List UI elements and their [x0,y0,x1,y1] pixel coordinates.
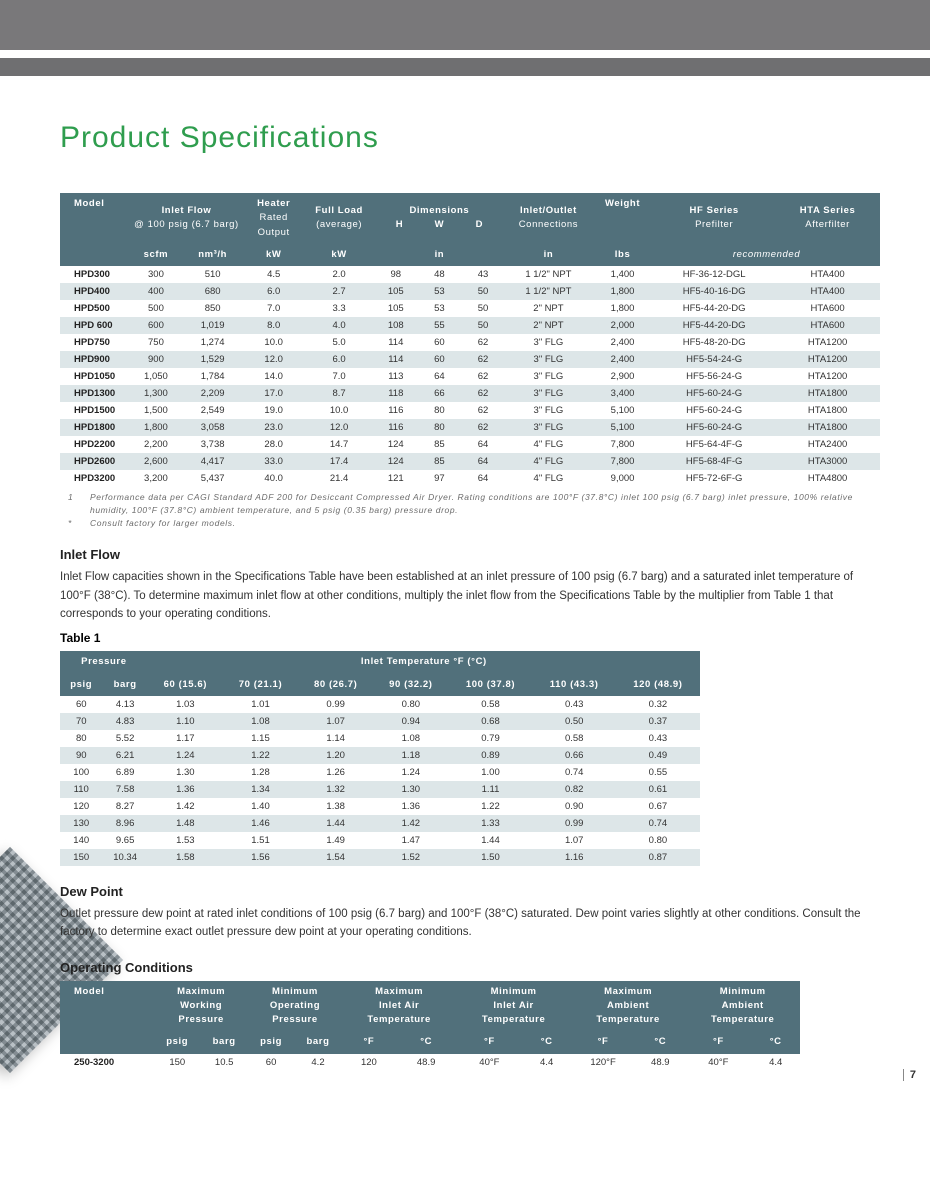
th-inlet-flow: Inlet Flow@ 100 psig (6.7 barg) [130,193,243,244]
table-row: HPD9009001,52912.06.011460623" FLG2,400H… [60,351,880,368]
th-hta: HTA SeriesAfterfilter [775,193,880,244]
th-dimensions: Dimensions HWD [374,193,505,244]
th-hf: HF SeriesPrefilter [653,193,775,244]
table-row: HPD26002,6004,41733.017.412485644" FLG7,… [60,453,880,470]
th-full-load: Full Load(average) [304,193,374,244]
table-row: 1006.891.301.281.261.241.000.740.55 [60,764,700,781]
spec-table: Model Inlet Flow@ 100 psig (6.7 barg) He… [60,193,880,487]
th-heater: HeaterRated Output [243,193,304,244]
table-row: HPD7507501,27410.05.011460623" FLG2,400H… [60,334,880,351]
th-model: Model [60,193,130,266]
table-row: 1409.651.531.511.491.471.441.070.80 [60,832,700,849]
th-connections: Inlet/OutletConnections [505,193,592,244]
table-row: HPD 6006001,0198.04.010855502" NPT2,000H… [60,317,880,334]
inlet-flow-heading: Inlet Flow [60,547,880,562]
table-row: HPD4004006806.02.710553501 1/2" NPT1,800… [60,283,880,300]
table-row: 604.131.031.010.990.800.580.430.32 [60,696,700,713]
table-row: 15010.341.581.561.541.521.501.160.87 [60,849,700,866]
table-row: HPD5005008507.03.310553502" NPT1,800HF5-… [60,300,880,317]
table-row: 1107.581.361.341.321.301.110.820.61 [60,781,700,798]
operating-table: Model Maximum Working Pressure Minimum O… [60,981,800,1071]
footnotes: 1Performance data per CAGI Standard ADF … [60,491,880,529]
table-row: 1208.271.421.401.381.361.220.900.67 [60,798,700,815]
table-row: 906.211.241.221.201.180.890.660.49 [60,747,700,764]
table1: Pressure Inlet Temperature °F (°C) psig … [60,651,700,866]
table-row: HPD3003005104.52.09848431 1/2" NPT1,400H… [60,266,880,283]
table-row: 805.521.171.151.141.080.790.580.43 [60,730,700,747]
dew-point-body: Outlet pressure dew point at rated inlet… [60,905,880,942]
header-bars [0,0,930,76]
page-title: Product Specifications [60,121,880,155]
table-row: HPD18001,8003,05823.012.011680623" FLG5,… [60,419,880,436]
table1-label: Table 1 [60,631,880,645]
table-row: HPD22002,2003,73828.014.712485644" FLG7,… [60,436,880,453]
table-row: HPD32003,2005,43740.021.412197644" FLG9,… [60,470,880,487]
table-row: 704.831.101.081.070.940.680.500.37 [60,713,700,730]
dew-point-heading: Dew Point [60,884,880,899]
table-row: 1308.961.481.461.441.421.330.990.74 [60,815,700,832]
table-row: HPD13001,3002,20917.08.711866623" FLG3,4… [60,385,880,402]
inlet-flow-body: Inlet Flow capacities shown in the Speci… [60,568,880,623]
table-row: HPD15001,5002,54919.010.011680623" FLG5,… [60,402,880,419]
th-weight: Weight [592,193,653,244]
table-row: HPD10501,0501,78414.07.011364623" FLG2,9… [60,368,880,385]
operating-heading: Operating Conditions [60,960,880,975]
